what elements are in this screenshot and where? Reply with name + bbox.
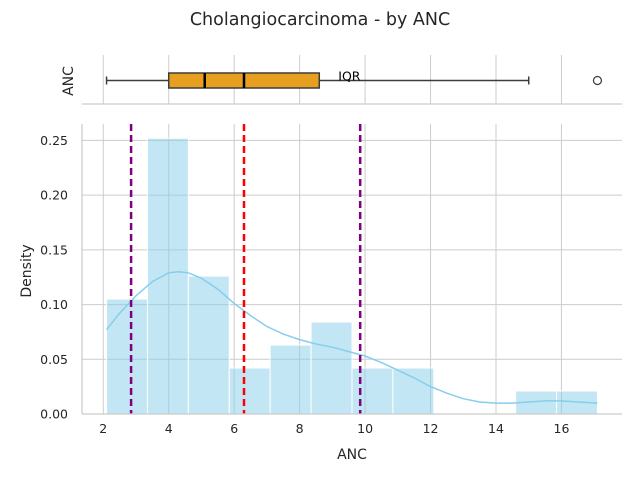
histogram-bar (351, 367, 394, 415)
histogram-bar (310, 321, 353, 415)
y-tick-label: 0.10 (40, 297, 68, 312)
x-tick-label: 12 (423, 421, 439, 436)
x-tick-label: 16 (554, 421, 570, 436)
y-tick-label: 0.20 (40, 188, 68, 203)
x-tick-label: 4 (165, 421, 173, 436)
iqr-annotation: IQR (338, 69, 361, 84)
y-tick-label: 0.15 (40, 242, 68, 257)
histogram-bar (146, 137, 189, 415)
x-tick-label: 8 (296, 421, 304, 436)
x-tick-label: 6 (230, 421, 238, 436)
histogram-bar (269, 344, 312, 415)
y-tick-label: 0.05 (40, 352, 68, 367)
y-tick-label: 0.00 (40, 407, 68, 422)
kde-curve (105, 270, 598, 404)
x-tick-label: 10 (357, 421, 373, 436)
hist-y-axis-label: Density (19, 244, 35, 297)
histogram-panel: 0.00 0.05 0.10 0.15 0.20 0.25 2 4 6 8 10 12 14 16 (40, 124, 622, 436)
histogram-bar (392, 367, 435, 415)
x-tick-label: 2 (99, 421, 107, 436)
histogram-bar (106, 298, 148, 415)
box-panel: IQR (82, 55, 622, 105)
y-tick-label: 0.25 (40, 133, 68, 148)
box-y-axis-label: ANC (61, 66, 77, 96)
x-tick-label: 14 (488, 421, 504, 436)
outlier-point (592, 75, 603, 86)
histogram-bar (187, 275, 230, 415)
histogram-bar (228, 367, 271, 415)
chart-title: Cholangiocarcinoma - by ANC (190, 10, 450, 30)
hist-x-axis-label: ANC (337, 447, 367, 463)
